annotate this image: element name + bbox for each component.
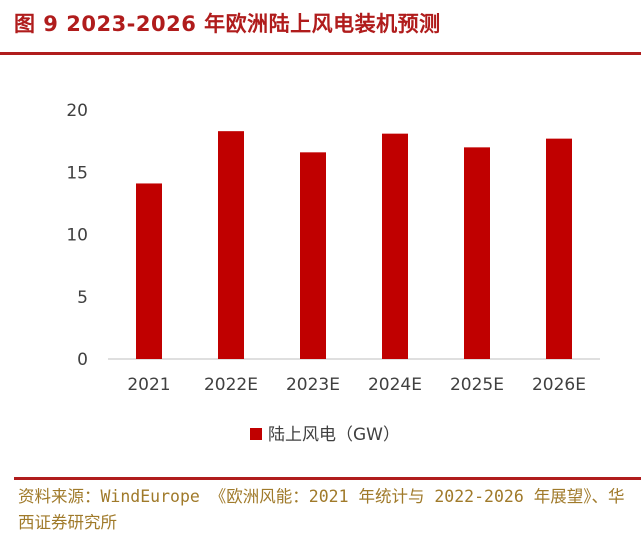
x-axis-tick-labels: 2021 2022E 2023E 2024E 2025E 2026E: [127, 375, 586, 395]
x-tick-label: 2025E: [450, 375, 504, 395]
x-tick-label: 2026E: [532, 375, 586, 395]
x-tick-label: 2021: [127, 375, 170, 395]
figure-title: 图 9 2023-2026 年欧洲陆上风电装机预测: [14, 12, 441, 36]
bar-2023E: [300, 152, 326, 359]
y-tick-label: 5: [77, 288, 88, 308]
legend-label: 陆上风电（GW）: [268, 425, 400, 445]
bar-2022E: [218, 131, 244, 359]
y-tick-label: 10: [66, 226, 88, 246]
source-divider: [14, 477, 641, 480]
legend-swatch: [250, 428, 262, 440]
bar-2024E: [382, 133, 408, 359]
bars: [136, 131, 572, 359]
y-axis-tick-labels: 0 5 10 15 20: [66, 101, 88, 370]
y-tick-label: 0: [77, 350, 88, 370]
bar-2021: [136, 183, 162, 359]
x-tick-label: 2024E: [368, 375, 422, 395]
legend: 陆上风电（GW）: [250, 425, 400, 445]
title-divider: [0, 52, 641, 55]
bar-2025E: [464, 147, 490, 359]
source-note: 资料来源：WindEurope 《欧洲风能：2021 年统计与 2022-202…: [18, 487, 625, 532]
y-tick-label: 15: [66, 163, 88, 183]
x-tick-label: 2022E: [204, 375, 258, 395]
y-tick-label: 20: [66, 101, 88, 121]
bar-chart: 0 5 10 15 20 2021 2022E 2023E 2024E 2025E 2026E 陆…: [66, 101, 600, 445]
bar-2026E: [546, 138, 572, 359]
x-tick-label: 2023E: [286, 375, 340, 395]
